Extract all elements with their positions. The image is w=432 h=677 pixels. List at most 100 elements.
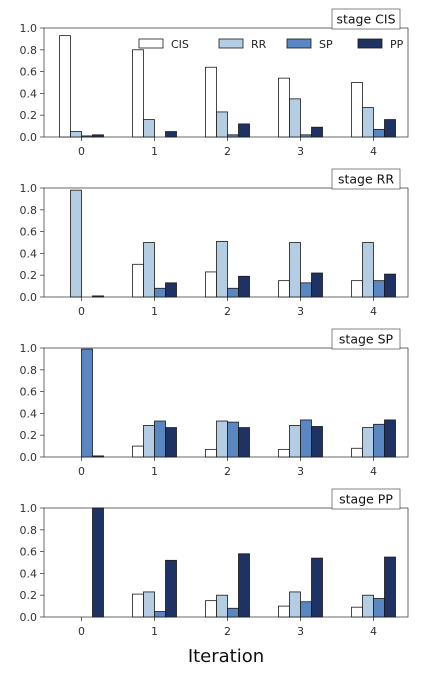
bar-cis-4 <box>351 82 363 138</box>
bar-rr-2 <box>216 420 228 458</box>
bar-cis-4 <box>351 606 363 618</box>
bar-rr-2 <box>216 241 228 298</box>
y-tick-label: 0.2 <box>20 429 38 442</box>
bar-rr-1 <box>143 242 155 298</box>
bar-sp-3 <box>300 282 312 298</box>
legend-swatch-cis <box>138 38 164 49</box>
x-tick-label: 2 <box>224 305 231 318</box>
stage-label-box <box>331 328 401 350</box>
bar-cis-4 <box>351 447 363 458</box>
legend-label-cis: CIS <box>171 38 189 51</box>
bar-pp-4 <box>384 273 396 298</box>
stage-label-box <box>331 488 401 510</box>
bar-pp-3 <box>311 272 323 298</box>
x-tick-label: 0 <box>78 305 85 318</box>
bar-cis-1 <box>132 445 144 458</box>
y-tick-label: 0.0 <box>20 131 38 144</box>
bar-cis-2 <box>205 66 217 138</box>
y-tick-label: 0.8 <box>20 524 38 537</box>
bar-sp-1 <box>154 420 166 458</box>
legend-label-pp: PP <box>390 38 404 51</box>
bar-rr-0 <box>70 131 82 138</box>
bar-rr-4 <box>362 427 374 458</box>
x-tick-label: 4 <box>370 145 377 158</box>
x-tick-label: 3 <box>297 465 304 478</box>
bar-sp-4 <box>373 280 385 298</box>
y-tick-label: 0.4 <box>20 567 38 580</box>
y-tick-label: 0.8 <box>20 44 38 57</box>
bar-pp-2 <box>238 123 250 138</box>
legend: CIS RR SP PP <box>138 38 404 51</box>
bar-sp-2 <box>227 287 239 298</box>
y-tick-label: 0.6 <box>20 546 38 559</box>
y-tick-label: 0.6 <box>20 386 38 399</box>
x-tick-label: 3 <box>297 145 304 158</box>
y-tick-label: 0.6 <box>20 66 38 79</box>
bar-rr-4 <box>362 242 374 298</box>
panel-2: 0.0 0.2 0.4 0.6 0.8 1.0 0 1 2 3 4 stage RR <box>20 168 409 318</box>
x-tick-label: 0 <box>78 465 85 478</box>
stage-label: stage RR <box>338 172 394 187</box>
bar-pp-3 <box>311 557 323 618</box>
x-tick-label: 0 <box>78 625 85 638</box>
bar-cis-1 <box>132 593 144 618</box>
bar-rr-1 <box>143 119 155 138</box>
bar-sp-1 <box>154 611 166 618</box>
bar-rr-3 <box>289 98 301 138</box>
bar-pp-2 <box>238 427 250 458</box>
bar-sp-3 <box>300 134 312 138</box>
bar-rr-1 <box>143 591 155 618</box>
bar-pp-0 <box>92 295 104 298</box>
y-tick-label: 0.2 <box>20 269 38 282</box>
bar-sp-4 <box>373 128 385 138</box>
bar-rr-1 <box>143 424 155 458</box>
bar-pp-4 <box>384 119 396 138</box>
bar-pp-3 <box>311 426 323 458</box>
stage-label: stage CIS <box>336 12 395 27</box>
x-tick-label: 3 <box>297 305 304 318</box>
bar-rr-2 <box>216 594 228 618</box>
bar-pp-0 <box>92 134 104 138</box>
y-tick-label: 0.4 <box>20 247 38 260</box>
bar-cis-1 <box>132 49 144 138</box>
panel-1: 0.0 0.2 0.4 0.6 0.8 1.0 0 1 2 3 4 stage CIS CIS RR SP P… <box>20 8 409 158</box>
bar-rr-2 <box>216 111 228 138</box>
y-tick-label: 0.0 <box>20 291 38 304</box>
bar-pp-0 <box>92 455 104 458</box>
bar-pp-2 <box>238 275 250 298</box>
stage-label: stage SP <box>339 332 394 347</box>
bar-pp-1 <box>165 282 177 298</box>
bar-pp-1 <box>165 131 177 138</box>
y-tick-label: 0.4 <box>20 407 38 420</box>
bar-pp-4 <box>384 419 396 458</box>
bar-pp-4 <box>384 556 396 618</box>
y-tick-label: 0.2 <box>20 109 38 122</box>
y-tick-label: 0.2 <box>20 589 38 602</box>
x-tick-label: 1 <box>151 465 158 478</box>
y-tick-label: 1.0 <box>20 342 38 355</box>
stage-label-box <box>331 8 401 30</box>
bar-pp-2 <box>238 553 250 618</box>
legend-swatch-sp <box>286 38 312 49</box>
bar-sp-1 <box>154 287 166 298</box>
y-tick-label: 0.8 <box>20 204 38 217</box>
legend-swatch-pp <box>357 38 383 49</box>
panel-3: 0.0 0.2 0.4 0.6 0.8 1.0 0 1 2 3 4 stage SP <box>20 328 409 478</box>
bar-pp-1 <box>165 427 177 458</box>
bar-sp-3 <box>300 419 312 458</box>
bar-sp-2 <box>227 421 239 458</box>
x-tick-label: 1 <box>151 305 158 318</box>
x-tick-label: 0 <box>78 145 85 158</box>
bar-pp-3 <box>311 126 323 138</box>
bar-pp-1 <box>165 559 177 618</box>
bar-cis-3 <box>278 448 290 458</box>
bar-sp-4 <box>373 423 385 458</box>
bar-cis-2 <box>205 448 217 458</box>
legend-label-sp: SP <box>319 38 333 51</box>
bar-sp-0 <box>81 135 93 138</box>
y-tick-label: 1.0 <box>20 502 38 515</box>
bar-rr-0 <box>70 189 82 298</box>
y-tick-label: 0.0 <box>20 451 38 464</box>
bar-cis-2 <box>205 600 217 618</box>
